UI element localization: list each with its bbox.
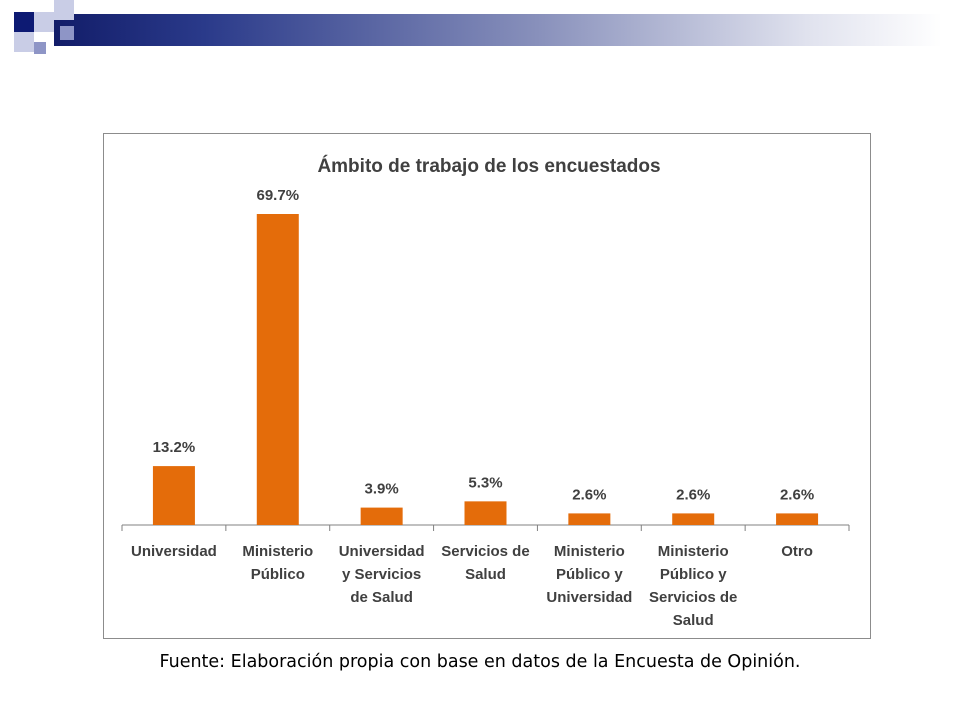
data-label: 5.3% <box>468 474 502 491</box>
decor-square <box>34 12 54 32</box>
data-label: 69.7% <box>257 187 300 204</box>
source-note: Fuente: Elaboración propia con base en d… <box>159 652 801 672</box>
decor-square <box>34 42 46 54</box>
data-label: 2.6% <box>572 486 606 503</box>
category-label: Servicios de Salud <box>441 543 529 583</box>
chart-title: Ámbito de trabajo de los encuestados <box>317 155 660 177</box>
category-label: Universidad y Servicios de Salud <box>339 543 425 606</box>
decor-square <box>14 12 34 32</box>
category-label: Ministerio Público y Servicios de Salud <box>649 543 737 629</box>
bar <box>464 501 507 525</box>
bar <box>672 513 715 525</box>
header-gradient-bar <box>42 14 942 46</box>
data-label: 3.9% <box>365 481 399 498</box>
category-label: Ministerio Público <box>242 543 313 583</box>
category-label: Universidad <box>131 543 217 560</box>
decor-square <box>54 0 74 20</box>
category-label: Ministerio Público y Universidad <box>546 543 632 606</box>
category-label: Otro <box>781 543 813 560</box>
decor-square <box>60 26 74 40</box>
bar <box>152 466 195 525</box>
decor-square <box>14 32 34 52</box>
data-label: 13.2% <box>153 439 196 456</box>
chart-frame: Ámbito de trabajo de los encuestados 13.2… <box>103 133 871 639</box>
bar <box>360 507 403 525</box>
bar-chart: Ámbito de trabajo de los encuestados 13.2… <box>121 155 850 629</box>
bar <box>776 513 819 525</box>
data-label: 2.6% <box>780 486 814 503</box>
bar <box>568 513 611 525</box>
bar <box>256 214 299 525</box>
data-label: 2.6% <box>676 486 710 503</box>
